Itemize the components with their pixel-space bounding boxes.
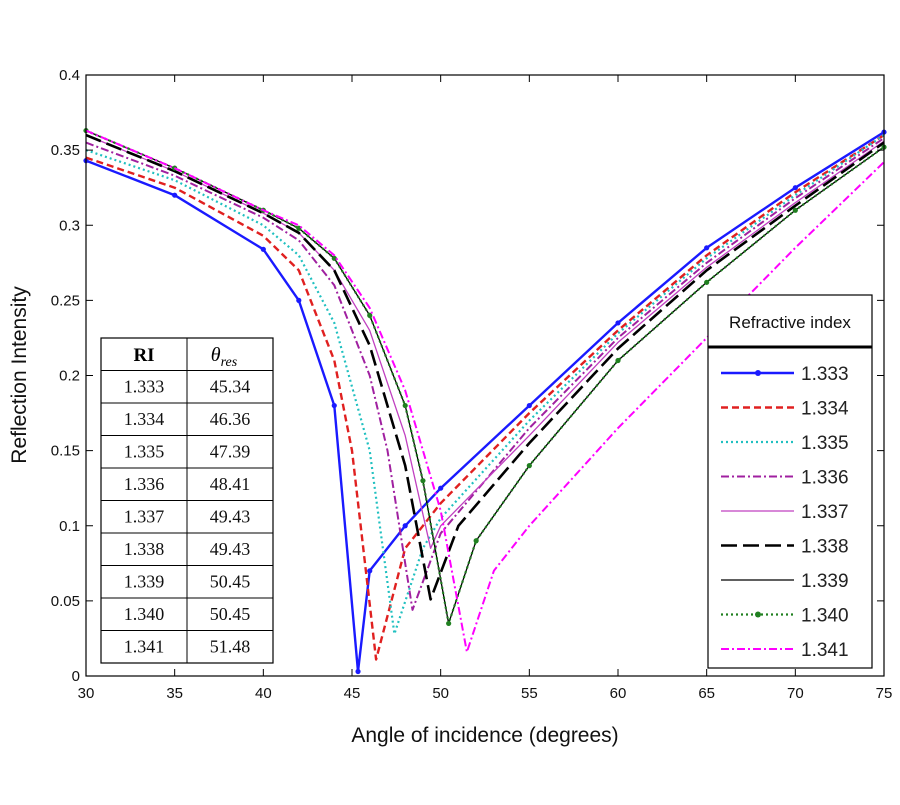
table-cell-ri: 1.336	[124, 474, 165, 494]
data-point-1-333	[260, 246, 266, 252]
table-cell-theta: 49.43	[210, 507, 251, 527]
table-cell-theta: 50.45	[210, 604, 251, 624]
table-cell-theta: 51.48	[210, 637, 251, 657]
table-cell-ri: 1.333	[124, 377, 165, 397]
x-tick-label: 45	[344, 685, 361, 702]
data-point-1-333	[704, 245, 710, 251]
y-tick-label: 0.1	[59, 518, 80, 535]
series-line-1-338	[85, 133, 885, 601]
data-point-1-333	[438, 485, 444, 491]
y-tick-label: 0.25	[51, 292, 80, 309]
legend-marker	[755, 370, 761, 376]
y-tick-label: 0.15	[51, 443, 80, 460]
x-tick-label: 40	[255, 685, 272, 702]
legend-label: 1.335	[801, 433, 849, 454]
legend-label: 1.341	[801, 640, 849, 661]
data-point-1-340	[446, 620, 452, 627]
y-tick-label: 0.2	[59, 368, 80, 385]
x-tick-label: 70	[787, 685, 804, 702]
table-cell-ri: 1.341	[124, 637, 165, 657]
x-tick-label: 50	[432, 685, 449, 702]
table-cell-theta: 50.45	[210, 572, 251, 592]
table-cell-ri: 1.340	[124, 604, 165, 624]
data-point-1-333	[526, 402, 532, 409]
y-tick-label: 0.35	[51, 142, 80, 159]
data-point-1-333	[367, 568, 373, 574]
table-cell-theta: 46.36	[210, 409, 251, 429]
series-line-1-334	[85, 134, 885, 661]
legend-frame	[707, 294, 873, 669]
theta-symbol: θ	[211, 344, 221, 366]
data-point-1-333	[355, 668, 361, 675]
data-point-1-333	[615, 320, 621, 326]
x-tick-label: 65	[698, 685, 715, 702]
data-point-1-340	[402, 402, 408, 409]
table-cell-theta: 49.43	[210, 539, 251, 559]
legend-label: 1.337	[801, 502, 849, 523]
series-line-1-341	[85, 129, 885, 653]
data-point-1-340	[367, 312, 373, 318]
table-cell-ri: 1.337	[124, 507, 165, 527]
table-cell-ri: 1.334	[124, 409, 165, 429]
data-point-1-340	[331, 255, 337, 261]
res-subscript: res	[221, 355, 238, 370]
legend: Refractive index 1.333 1.334 1.335 1.336 1.33…	[707, 294, 873, 669]
x-tick-label: 35	[166, 685, 183, 702]
table-cell-ri: 1.338	[124, 539, 165, 559]
x-tick-label: 60	[610, 685, 627, 702]
legend-label: 1.334	[801, 399, 849, 420]
x-tick-label: 30	[78, 685, 95, 702]
legend-marker	[755, 611, 761, 618]
data-point-1-340	[526, 463, 532, 469]
y-axis-label: Reflection Intensity	[8, 286, 31, 464]
series-line-1-333	[85, 131, 885, 673]
axis-ticks: 30 35 40 45 50 55 60 65 70 75 0 0.05 0.1 0.15 0.2 0.25 0…	[51, 67, 893, 702]
data-point-1-340	[792, 207, 798, 213]
data-point-1-333	[402, 523, 408, 529]
table-cell-theta: 45.34	[210, 377, 251, 397]
legend-title: Refractive index	[729, 313, 851, 332]
x-axis-label: Angle of incidence (degrees)	[351, 724, 618, 747]
data-point-1-340	[473, 538, 479, 544]
x-tick-label: 55	[521, 685, 538, 702]
legend-label: 1.339	[801, 571, 849, 592]
data-point-1-340	[704, 279, 710, 285]
y-tick-label: 0.05	[51, 593, 80, 610]
inset-table: RI θres 1.333 45.34 1.334 46.36 1.335 47.39 1.33…	[100, 337, 274, 664]
legend-label: 1.340	[801, 606, 849, 627]
data-point-1-340	[615, 357, 621, 364]
table-header-ri: RI	[133, 345, 154, 366]
legend-label: 1.338	[801, 537, 849, 558]
table-cell-theta: 48.41	[210, 474, 251, 494]
legend-label: 1.333	[801, 364, 849, 385]
series-line-1-336	[85, 137, 885, 611]
data-point-1-333	[792, 185, 798, 191]
table-cell-theta: 47.39	[210, 442, 251, 462]
data-point-1-333	[331, 402, 337, 409]
table-cell-ri: 1.335	[124, 442, 165, 462]
y-tick-label: 0.4	[59, 67, 80, 84]
table-cell-ri: 1.339	[124, 572, 165, 592]
y-tick-label: 0.3	[59, 217, 80, 234]
series-line-1-335	[85, 134, 885, 636]
legend-label: 1.336	[801, 468, 849, 489]
x-tick-label: 75	[876, 685, 893, 702]
y-tick-label: 0	[72, 668, 80, 685]
data-point-1-340	[420, 478, 426, 484]
data-point-1-333	[172, 192, 178, 198]
table-header-theta-res: θres	[211, 344, 238, 370]
data-point-1-333	[296, 297, 302, 303]
